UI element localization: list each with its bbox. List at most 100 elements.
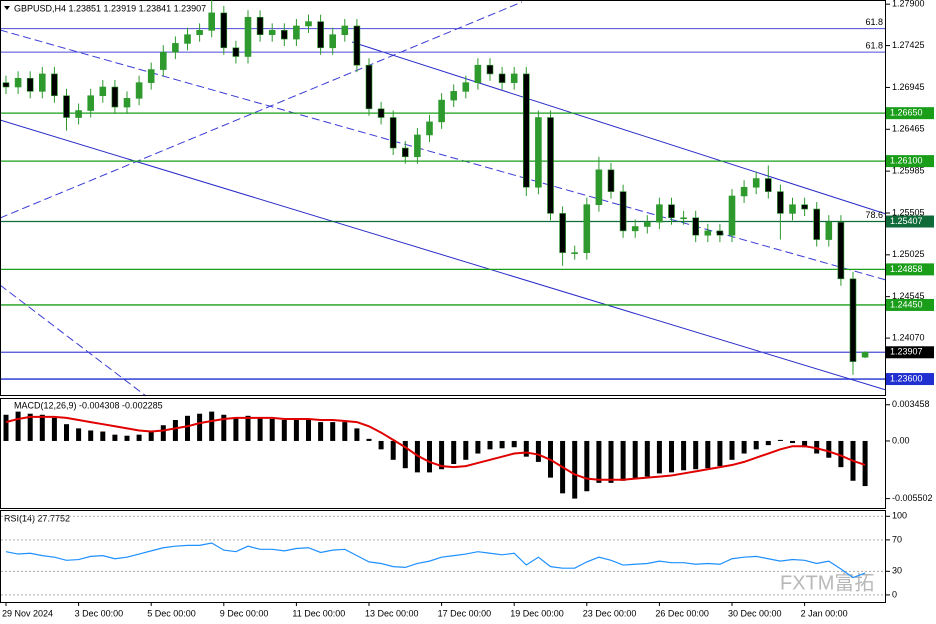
- histogram-bar: [402, 440, 408, 469]
- histogram-bar: [632, 440, 638, 479]
- histogram-bar: [535, 440, 541, 462]
- candle-body: [377, 108, 385, 118]
- signal-line: [5, 415, 866, 481]
- candle-body: [571, 252, 579, 254]
- histogram-bar: [124, 435, 130, 441]
- candle-body: [414, 134, 421, 158]
- x-tick-label: 2 Jan 00:00: [801, 608, 848, 618]
- fib-label: 61.8: [865, 17, 883, 27]
- y-tick-label: 0.00: [892, 435, 910, 445]
- candle-body: [752, 178, 760, 188]
- x-tick-label: 9 Dec 00:00: [220, 608, 269, 618]
- histogram-bar: [705, 440, 711, 469]
- candle-body: [764, 178, 772, 192]
- histogram-bar: [862, 440, 868, 487]
- candle-body: [861, 351, 869, 358]
- level-label: 1.25407: [890, 216, 923, 226]
- candle-body: [704, 230, 712, 236]
- x-tick-label: 17 Dec 00:00: [438, 608, 492, 618]
- trend-line: [0, 284, 147, 397]
- level-label: 1.26650: [890, 108, 923, 118]
- histogram-bar: [269, 418, 275, 441]
- candle-body: [680, 217, 687, 220]
- candle-body: [837, 221, 845, 280]
- candle-body: [607, 169, 615, 192]
- candle-body: [75, 110, 82, 118]
- candle-body: [583, 204, 591, 253]
- y-tick-label: 1.24070: [892, 332, 925, 342]
- histogram-bar: [826, 440, 832, 458]
- candle-body: [317, 21, 324, 49]
- x-tick-label: 29 Nov 2024: [2, 608, 53, 618]
- histogram-bar: [257, 417, 263, 441]
- histogram-bar: [100, 431, 106, 441]
- candle-body: [510, 73, 518, 83]
- candle-body: [547, 117, 554, 214]
- histogram-bar: [221, 414, 227, 441]
- level-label: 1.23600: [890, 373, 923, 383]
- candle-body: [280, 30, 288, 40]
- histogram-bar: [765, 440, 771, 446]
- y-tick-label: 1.26945: [892, 82, 925, 92]
- candle-body: [825, 221, 833, 240]
- histogram-bar: [669, 440, 674, 473]
- candle-body: [63, 95, 70, 118]
- histogram-bar: [76, 428, 82, 441]
- rsi-title: RSI(14) 27.7752: [4, 513, 70, 523]
- histogram-bar: [656, 440, 662, 474]
- y-tick-label: 1.24545: [892, 291, 925, 301]
- x-tick-label: 30 Dec 00:00: [728, 608, 782, 618]
- candle-body: [305, 21, 312, 27]
- main-panel-frame: [0, 0, 886, 396]
- level-label: 1.23907: [890, 347, 923, 357]
- y-tick-label: 30: [892, 566, 902, 576]
- histogram-bar: [584, 440, 590, 492]
- candle-body: [160, 51, 167, 70]
- macd-panel-frame: [0, 398, 886, 509]
- histogram-bar: [112, 434, 118, 441]
- histogram-bar: [185, 415, 190, 441]
- level-label: 1.24858: [890, 264, 923, 274]
- candle-body: [716, 230, 724, 236]
- histogram-bar: [136, 434, 142, 441]
- level-label: 1.24450: [890, 299, 923, 309]
- candle-body: [813, 208, 821, 240]
- candle-body: [26, 77, 34, 92]
- histogram-bar: [439, 440, 445, 470]
- candle-body: [329, 34, 337, 49]
- candle-body: [341, 25, 349, 35]
- trend-lines: [0, 1, 887, 397]
- histogram-bar: [354, 428, 360, 441]
- histogram-bar: [620, 440, 626, 481]
- y-tick-label: 70: [892, 534, 902, 544]
- y-tick-label: 1.25985: [892, 166, 925, 176]
- histogram-bar: [511, 440, 517, 448]
- candle-body: [268, 30, 276, 35]
- histogram-bar: [15, 411, 21, 441]
- histogram-bar: [390, 440, 396, 460]
- trend-line: [0, 29, 887, 281]
- y-tick-label: 1.27900: [892, 0, 925, 9]
- candle-body: [365, 64, 373, 110]
- candle-body: [474, 64, 482, 83]
- histogram-bar: [475, 440, 481, 454]
- histogram-bar: [427, 440, 432, 473]
- histogram-bar: [197, 413, 203, 441]
- candle-body: [208, 12, 215, 31]
- fib-label: 61.8: [865, 41, 883, 51]
- x-tick-label: 19 Dec 00:00: [510, 608, 564, 618]
- histogram-bar: [729, 440, 735, 460]
- histogram-bar: [753, 440, 759, 450]
- histogram-bar: [717, 440, 723, 467]
- y-tick-label: 1.27425: [892, 40, 925, 50]
- candle-body: [256, 16, 264, 35]
- candle-body: [849, 278, 857, 362]
- candle-body: [462, 82, 470, 92]
- histogram-bar: [608, 440, 614, 483]
- candle-body: [51, 73, 58, 97]
- histogram-bar: [681, 440, 687, 471]
- level-label: 1.26100: [890, 155, 923, 165]
- rsi-line: [5, 542, 866, 579]
- channel-line: [351, 41, 887, 215]
- histogram-bar: [293, 420, 299, 441]
